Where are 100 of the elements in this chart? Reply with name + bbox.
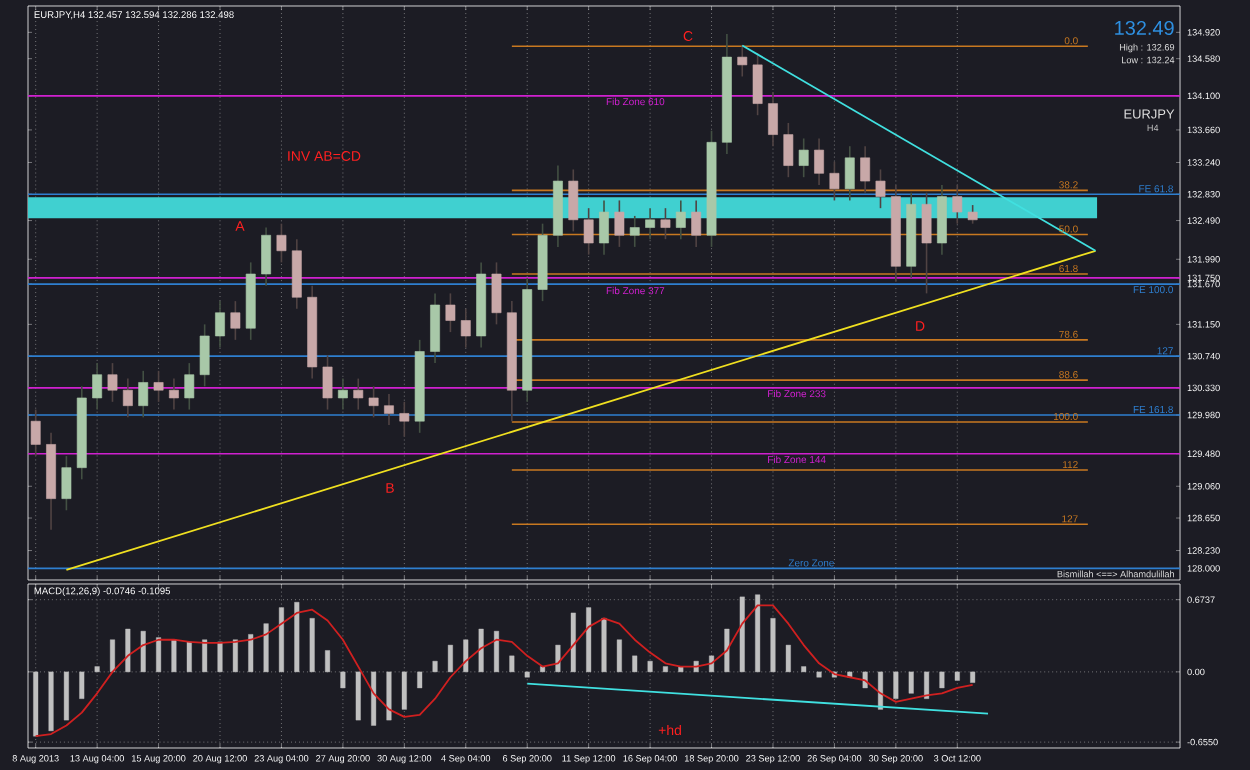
candlestick (737, 44, 748, 78)
candlestick (860, 145, 871, 194)
candlestick (599, 199, 609, 256)
bar (724, 628, 730, 673)
candlestick (169, 377, 179, 411)
candlestick (752, 52, 763, 117)
candlestick (184, 362, 195, 411)
candlestick (952, 184, 963, 225)
candlestick (399, 401, 410, 438)
bar (217, 641, 223, 673)
candlestick (30, 408, 41, 457)
candlestick (384, 393, 394, 426)
bar (616, 639, 622, 673)
bar (33, 671, 39, 737)
bar (325, 650, 331, 673)
candlestick (368, 385, 379, 419)
candlestick (614, 199, 625, 248)
bar (632, 655, 638, 673)
candlestick (215, 300, 225, 349)
candlestick (829, 160, 840, 202)
bar (555, 644, 561, 673)
bar (417, 671, 423, 689)
bar (493, 630, 499, 673)
bar (939, 671, 945, 689)
candlestick (783, 122, 794, 178)
bar (524, 671, 530, 678)
bar (156, 637, 162, 673)
candlestick (798, 137, 809, 178)
bar (140, 630, 146, 673)
bar (478, 628, 484, 673)
candlestick (153, 370, 164, 403)
bar (94, 666, 100, 673)
bar (186, 641, 192, 673)
bar (509, 655, 515, 673)
bar (79, 671, 85, 699)
bar (586, 607, 592, 673)
annotation: 132.49 (1115, 20, 1174, 36)
bar (662, 666, 668, 673)
bar (893, 671, 899, 699)
candlestick (230, 300, 241, 341)
bar (801, 666, 807, 673)
candlestick (629, 215, 640, 248)
bar (739, 596, 745, 673)
candlestick (568, 168, 579, 233)
candlestick (430, 292, 440, 364)
candlestick (353, 377, 364, 411)
bar (908, 671, 914, 694)
bar (447, 644, 453, 673)
bar (755, 594, 761, 673)
bar (785, 644, 791, 673)
candlestick (583, 207, 594, 256)
bar (570, 612, 576, 673)
bar (294, 602, 300, 673)
bar (248, 634, 254, 673)
bar (401, 671, 407, 710)
bar (924, 671, 930, 699)
candlestick (844, 145, 855, 202)
candlestick (61, 455, 72, 512)
bar (63, 671, 69, 721)
candlestick (445, 292, 456, 333)
bar (48, 671, 54, 732)
bar (278, 607, 284, 673)
bar (309, 618, 315, 673)
candlestick (92, 362, 103, 411)
candlestick (291, 238, 302, 310)
bar (202, 639, 208, 673)
candlestick (921, 191, 932, 295)
candlestick (768, 91, 778, 147)
candlestick (814, 137, 824, 186)
candlestick (261, 226, 271, 287)
bar (647, 660, 653, 673)
bar (816, 671, 822, 678)
bar (355, 671, 361, 721)
bar (232, 639, 238, 673)
bar (601, 618, 607, 673)
candlestick (460, 308, 471, 349)
bar (432, 660, 438, 673)
candlestick (967, 204, 978, 225)
bar (109, 639, 115, 673)
candlestick (645, 207, 655, 240)
candlestick (875, 168, 886, 209)
bar (954, 671, 960, 681)
candlestick (675, 199, 686, 240)
candlestick (337, 377, 348, 411)
bar (171, 639, 177, 673)
bar (386, 671, 392, 721)
candlestick (491, 261, 502, 326)
bar (770, 618, 776, 673)
candlestick (660, 207, 671, 240)
bar (340, 671, 346, 689)
bar (463, 639, 469, 673)
candlestick (276, 222, 287, 264)
candlestick (138, 370, 149, 419)
candlestick (691, 199, 702, 248)
candlestick (937, 184, 947, 256)
candlestick (322, 354, 333, 411)
bar (125, 628, 131, 673)
candlestick (107, 362, 118, 403)
bar (263, 623, 269, 673)
candlestick (122, 377, 133, 419)
